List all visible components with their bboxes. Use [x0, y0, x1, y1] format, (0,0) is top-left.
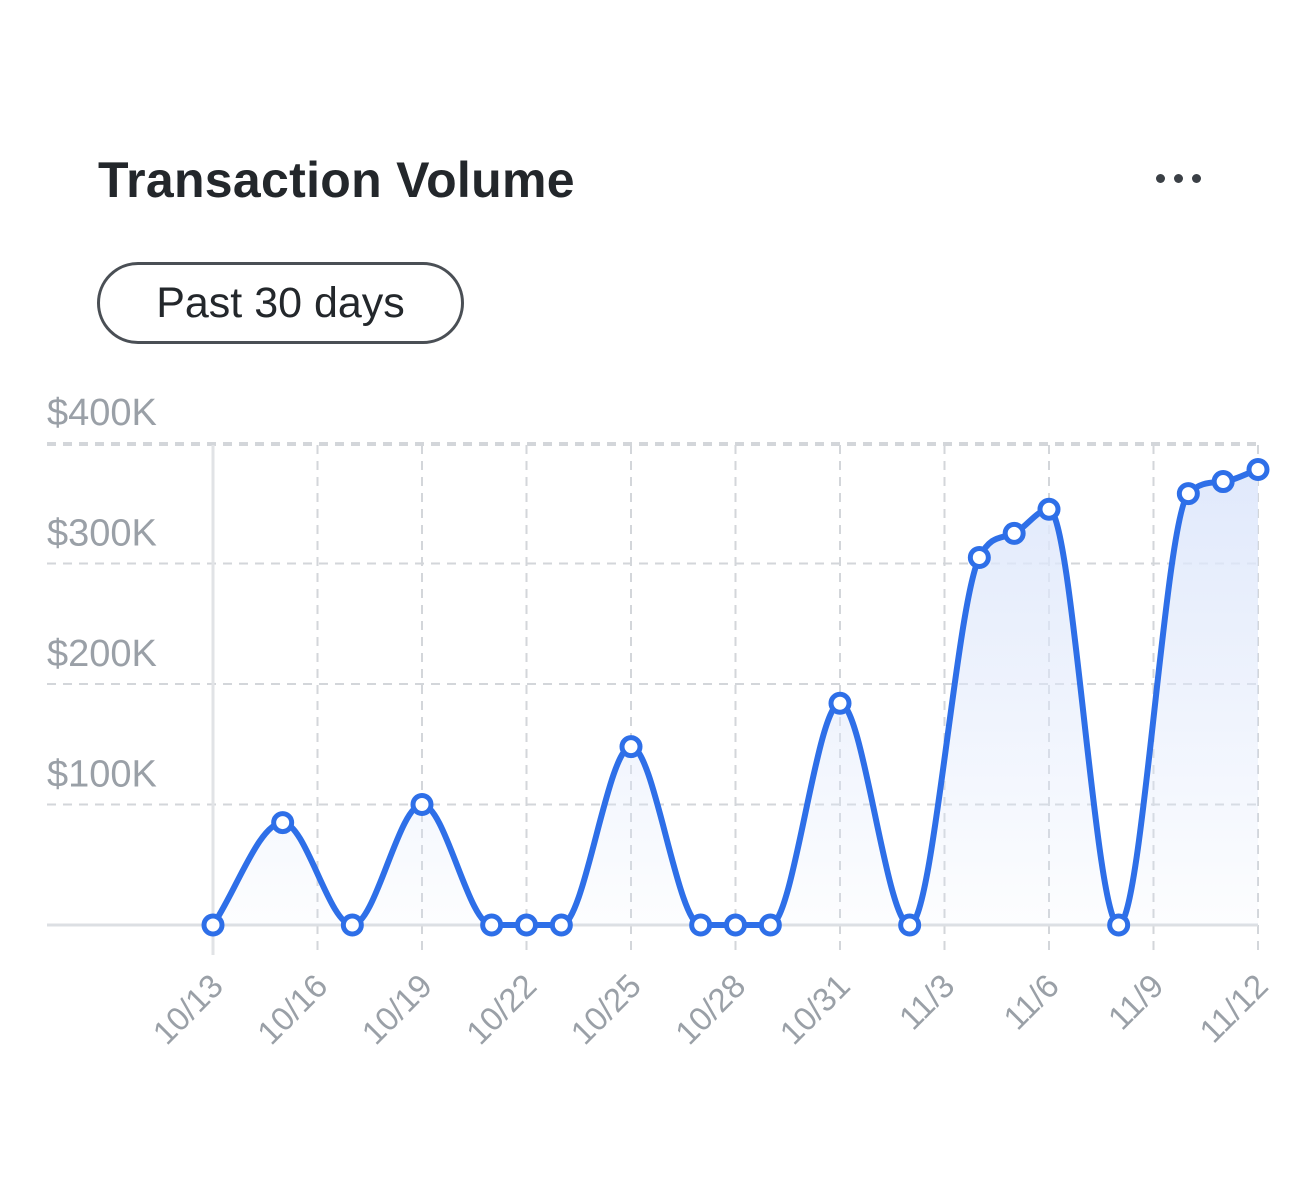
series-line — [210, 466, 1261, 928]
x-tick-label: 11/9 — [1101, 967, 1171, 1037]
data-point[interactable] — [549, 913, 573, 937]
more-horizontal-icon — [1173, 173, 1183, 183]
x-tick-label: 10/22 — [459, 967, 544, 1052]
data-point[interactable] — [271, 811, 295, 835]
chart-area — [213, 469, 1258, 925]
data-point[interactable] — [689, 913, 713, 937]
data-point[interactable] — [1002, 521, 1026, 545]
data-point[interactable] — [1246, 458, 1270, 482]
x-tick-label: 10/28 — [668, 967, 753, 1052]
data-point[interactable] — [619, 735, 643, 759]
x-tick-label: 11/3 — [892, 967, 962, 1037]
data-point[interactable] — [1176, 482, 1200, 506]
chart-line — [210, 466, 1261, 928]
data-point[interactable] — [828, 691, 852, 715]
y-tick-label: $100K — [47, 754, 157, 796]
x-tick-label: 10/31 — [772, 967, 857, 1052]
data-point[interactable] — [724, 913, 747, 937]
more-horizontal-icon — [1191, 173, 1201, 183]
x-tick-label: 10/16 — [250, 967, 335, 1052]
data-point[interactable] — [967, 545, 991, 569]
x-tick-label: 10/25 — [563, 967, 648, 1052]
data-point[interactable] — [340, 913, 364, 937]
x-axis: 10/13 10/16 10/19 10/22 10/25 10/28 10/31 11/3 1… — [145, 967, 1275, 1052]
data-point[interactable] — [515, 913, 538, 937]
y-tick-label: $200K — [47, 633, 157, 675]
x-tick-label: 11/12 — [1192, 967, 1275, 1050]
x-tick-label: 10/13 — [145, 967, 230, 1052]
chart-points — [201, 458, 1270, 937]
y-tick-label: $300K — [47, 513, 157, 555]
date-range-selector[interactable]: Past 30 days — [97, 262, 464, 344]
date-range-label: Past 30 days — [156, 278, 405, 327]
series-area-fill — [213, 469, 1258, 925]
data-point[interactable] — [410, 793, 434, 816]
data-point[interactable] — [898, 913, 922, 937]
data-point[interactable] — [480, 913, 504, 937]
x-tick-label: 10/19 — [354, 967, 439, 1052]
data-point[interactable] — [201, 913, 225, 937]
y-axis: $100K $200K $300K $400K — [47, 392, 157, 796]
data-point[interactable] — [758, 913, 782, 937]
more-horizontal-icon — [1155, 173, 1165, 183]
x-tick-label: 11/6 — [996, 967, 1066, 1037]
data-point[interactable] — [1037, 497, 1061, 521]
y-tick-label: $400K — [47, 392, 157, 434]
more-options-button[interactable] — [1140, 158, 1216, 198]
data-point[interactable] — [1211, 470, 1235, 494]
data-point[interactable] — [1107, 913, 1131, 937]
chart-title: Transaction Volume — [98, 152, 575, 208]
